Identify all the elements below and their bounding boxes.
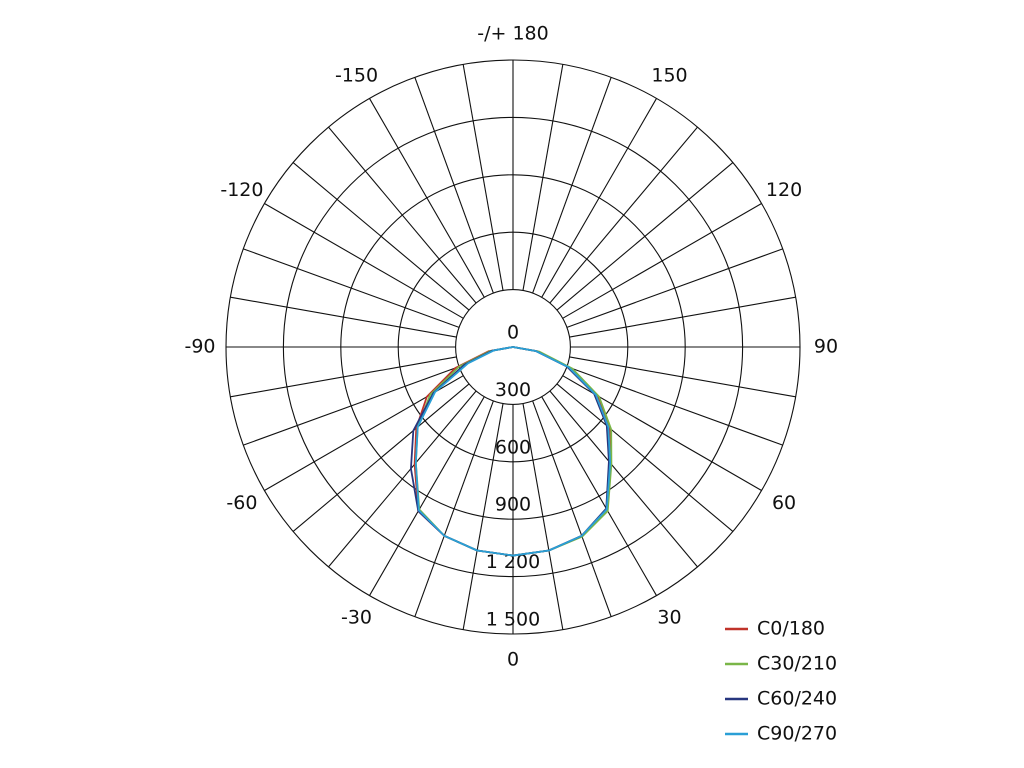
legend-label: C90/270 [757,723,837,745]
minor-spoke [230,296,457,338]
grid-spoke [264,203,464,319]
grid-spoke [541,396,657,596]
minor-spoke [549,126,698,304]
minor-spoke [556,383,734,532]
legend-label: C0/180 [757,618,825,640]
minor-spoke [328,390,477,568]
grid-spoke [541,98,657,298]
minor-spoke [522,64,564,291]
minor-spoke [243,366,460,446]
angle-label: -120 [220,179,263,201]
angle-label: -/+ 180 [477,23,548,45]
grid-spoke [369,396,485,596]
radial-label: 1 200 [486,551,540,573]
series-line [414,346,612,557]
radial-label: 600 [495,436,531,458]
angle-label: 120 [766,179,802,201]
radial-label: 0 [507,322,519,344]
minor-spoke [549,390,698,568]
minor-spoke [292,162,470,311]
angle-label: 90 [814,336,838,358]
radial-label: 300 [495,379,531,401]
legend-label: C60/240 [757,688,837,710]
minor-spoke [414,400,494,617]
minor-spoke [522,403,564,630]
angle-label: 30 [657,607,681,629]
minor-spoke [556,162,734,311]
minor-spoke [414,77,494,294]
minor-spoke [569,356,796,398]
angle-label: -90 [184,336,215,358]
minor-spoke [566,366,783,446]
minor-spoke [292,383,470,532]
minor-spoke [532,400,612,617]
angle-label: 60 [772,492,796,514]
minor-spoke [462,64,504,291]
grid-spoke [562,203,762,319]
legend-label: C30/210 [757,653,837,675]
angle-label: 0 [507,649,519,671]
angle-label: -30 [341,607,372,629]
minor-spoke [230,356,457,398]
radial-label: 900 [495,494,531,516]
minor-spoke [243,248,460,328]
grid-spoke [369,98,485,298]
angle-label: -60 [226,492,257,514]
angle-label: -150 [335,64,378,86]
radial-label: 1 500 [486,609,540,631]
minor-spoke [566,248,783,328]
minor-spoke [462,403,504,630]
minor-spoke [569,296,796,338]
minor-spoke [328,126,477,304]
angle-label: 150 [651,64,687,86]
minor-spoke [532,77,612,294]
